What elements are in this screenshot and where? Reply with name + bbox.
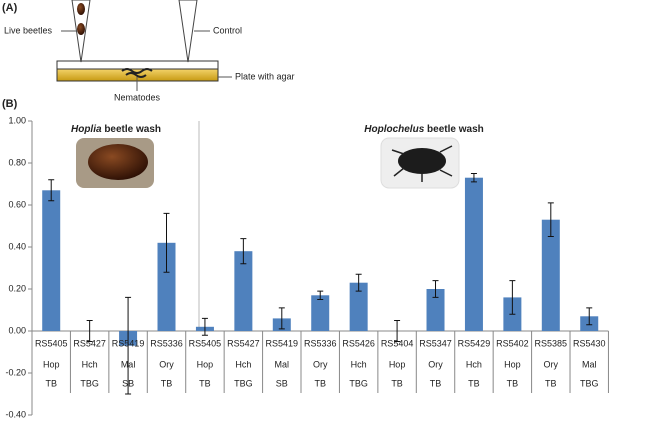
annotation-text: beetle wash [424, 124, 483, 135]
y-tick-label: 1.00 [8, 115, 26, 125]
x-tick-label: RS5427 [227, 338, 260, 348]
host-label: Hop [389, 359, 406, 369]
annotation: Hoplia beetle wash [71, 124, 161, 135]
host-label: Hch [235, 359, 251, 369]
host-label: Ory [544, 359, 559, 369]
method-label: TB [430, 378, 442, 388]
host-label: Hop [43, 359, 60, 369]
host-label: Ory [313, 359, 328, 369]
method-label: TBG [580, 378, 599, 388]
x-tick-label: RS5402 [496, 338, 529, 348]
beetle-icon [77, 23, 85, 35]
error-bar [432, 280, 439, 298]
host-label: Mal [121, 359, 136, 369]
bar [541, 219, 560, 331]
error-bar [125, 296, 132, 395]
x-tick-label: RS5336 [150, 338, 183, 348]
method-label: SB [276, 378, 288, 388]
bar [464, 177, 483, 331]
panel-label: (B) [2, 98, 18, 110]
y-tick-label: 0.40 [8, 241, 26, 251]
beetle-photo-body [88, 144, 148, 180]
error-bar [163, 212, 170, 273]
error-bar [201, 317, 208, 336]
method-label: TB [468, 378, 480, 388]
host-label: Mal [582, 359, 597, 369]
annotation: Hoplochelus beetle wash [364, 124, 483, 135]
method-label: TB [391, 378, 403, 388]
y-tick-label: 0.20 [8, 283, 26, 293]
nematodes-icon [121, 68, 153, 78]
method-label: TBG [349, 378, 368, 388]
bar [349, 282, 368, 331]
host-label: Ory [159, 359, 174, 369]
host-label: Hop [197, 359, 214, 369]
x-tick-label: RS5385 [535, 338, 568, 348]
method-label: TB [45, 378, 57, 388]
y-tick-label: 0.80 [8, 157, 26, 167]
error-bar [586, 307, 593, 326]
x-tick-label: RS5427 [73, 338, 106, 348]
label: Control [213, 25, 242, 35]
x-tick-label: RS5419 [266, 338, 299, 348]
method-label: TB [199, 378, 211, 388]
beetle-icon [77, 3, 85, 15]
annotation-text: beetle wash [102, 124, 161, 135]
label: Nematodes [114, 92, 161, 102]
y-tick-label: -0.40 [5, 409, 26, 419]
plate-lid [56, 60, 219, 70]
y-tick-label: -0.20 [5, 367, 26, 377]
host-label: Hch [82, 359, 98, 369]
bar [42, 190, 61, 331]
error-bar [394, 320, 401, 342]
method-label: TB [161, 378, 173, 388]
label: Plate with agar [235, 71, 295, 81]
pipette [178, 0, 198, 63]
y-tick-label: 0.60 [8, 199, 26, 209]
error-bar [86, 320, 93, 342]
method-label: TB [545, 378, 557, 388]
x-tick-label: RS5336 [304, 338, 337, 348]
method-label: SB [122, 378, 134, 388]
method-label: TBG [234, 378, 253, 388]
host-label: Hch [351, 359, 367, 369]
error-bar [547, 202, 554, 237]
x-tick-label: RS5347 [419, 338, 452, 348]
bar [234, 251, 253, 331]
error-bar [470, 173, 477, 183]
host-label: Hop [504, 359, 521, 369]
host-label: Hch [466, 359, 482, 369]
error-bar [278, 307, 285, 330]
x-tick-label: RS5419 [112, 338, 145, 348]
x-tick-label: RS5430 [573, 338, 606, 348]
host-label: Mal [275, 359, 290, 369]
error-bar [240, 238, 247, 265]
label: Live beetles [4, 25, 53, 35]
error-bar [48, 179, 55, 202]
error-bar [355, 273, 362, 292]
bar [426, 289, 445, 331]
host-label: Ory [428, 359, 443, 369]
x-tick-label: RS5405 [189, 338, 222, 348]
method-label: TB [507, 378, 519, 388]
error-bar [509, 280, 516, 315]
method-label: TB [314, 378, 326, 388]
x-tick-label: RS5429 [458, 338, 491, 348]
error-bar [317, 290, 324, 300]
beetle-legs [391, 145, 453, 182]
y-tick-label: 0.00 [8, 325, 26, 335]
x-tick-label: RS5426 [342, 338, 375, 348]
annotation-italic: Hoplia [71, 124, 102, 135]
bar [311, 295, 330, 331]
x-tick-label: RS5404 [381, 338, 414, 348]
panel-label: (A) [2, 2, 18, 14]
method-label: TBG [80, 378, 99, 388]
bar [157, 242, 176, 331]
annotation-italic: Hoplochelus [364, 124, 424, 135]
x-tick-label: RS5405 [35, 338, 68, 348]
beetle-photo-body [398, 148, 446, 174]
